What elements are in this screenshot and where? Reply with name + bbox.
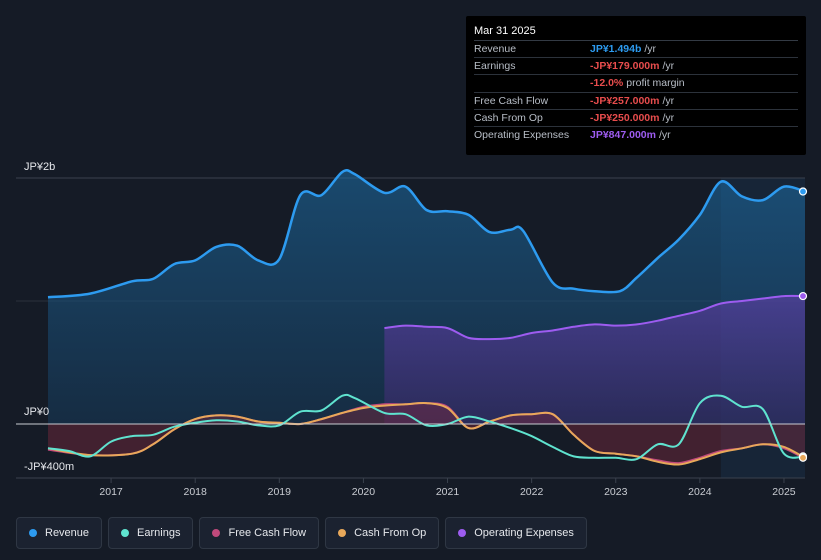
tooltip-value: JP¥847.000m xyxy=(590,128,656,141)
tooltip-value: -JP¥257.000m xyxy=(590,94,660,107)
tooltip-suffix: /yr xyxy=(662,111,675,124)
legend-item-operating-expenses[interactable]: Operating Expenses xyxy=(445,517,587,549)
operating-expenses-dot-icon xyxy=(458,529,467,537)
y-axis-label: -JP¥400m xyxy=(24,461,74,473)
legend-label: Cash From Op xyxy=(354,527,427,539)
tooltip: Mar 31 2025 Revenue JP¥1.494b /yr Earnin… xyxy=(466,16,806,155)
y-axis-label: JP¥2b xyxy=(24,161,55,173)
tooltip-label: Revenue xyxy=(474,43,517,55)
y-axis-labels: JP¥2b JP¥0 -JP¥400m xyxy=(24,161,74,473)
legend-item-earnings[interactable]: Earnings xyxy=(108,517,194,549)
revenue-end-dot xyxy=(798,187,808,196)
tooltip-row-operating-expenses: Operating Expenses JP¥847.000m /yr xyxy=(474,127,798,144)
tooltip-label: Free Cash Flow xyxy=(474,94,549,107)
x-tick-label: 2020 xyxy=(352,486,376,498)
y-axis-label: JP¥0 xyxy=(24,406,49,418)
revenue-dot-icon xyxy=(29,529,37,537)
series-areas xyxy=(48,170,805,464)
x-tick-label: 2025 xyxy=(772,486,796,498)
earnings-dot-icon xyxy=(121,529,130,537)
operating-expenses-line xyxy=(384,294,806,341)
legend-label: Earnings xyxy=(137,527,181,539)
tooltip-suffix: /yr xyxy=(662,94,675,107)
free-cash-flow-area xyxy=(48,403,805,464)
x-tick-label: 2021 xyxy=(436,486,460,498)
tooltip-label xyxy=(474,75,590,91)
tooltip-row-free-cash-flow: Free Cash Flow -JP¥257.000m /yr xyxy=(474,93,798,110)
tooltip-row-cash-from-op: Cash From Op -JP¥250.000m /yr xyxy=(474,110,798,127)
tooltip-row-margin: -12.0% profit margin xyxy=(474,75,798,93)
cash-from-op-dot-icon xyxy=(338,529,347,537)
x-axis-ticks: 2017 2018 2019 2020 2021 2022 2023 2024 2025 xyxy=(99,478,796,498)
free-cash-flow-dot-icon xyxy=(212,529,221,537)
tooltip-row-revenue: Revenue JP¥1.494b /yr xyxy=(474,41,798,59)
legend-item-revenue[interactable]: Revenue xyxy=(16,517,103,549)
legend-label: Operating Expenses xyxy=(474,527,574,539)
tooltip-value: -JP¥179.000m xyxy=(590,60,660,73)
earnings-line xyxy=(47,393,806,461)
legend: Revenue Earnings Free Cash Flow Cash Fro… xyxy=(16,517,587,549)
series-lines xyxy=(47,169,806,466)
tooltip-value: JP¥1.494b xyxy=(590,43,642,55)
tooltip-label: Earnings xyxy=(474,60,516,73)
x-tick-label: 2017 xyxy=(99,486,123,498)
operating-expenses-end-dot xyxy=(798,291,808,301)
cash-from-op-end-dot xyxy=(798,453,808,462)
x-tick-label: 2023 xyxy=(604,486,628,498)
legend-item-cash-from-op[interactable]: Cash From Op xyxy=(325,517,440,549)
legend-label: Revenue xyxy=(45,527,90,539)
revenue-line xyxy=(47,169,806,299)
tooltip-value: -JP¥250.000m xyxy=(590,111,660,124)
tooltip-date: Mar 31 2025 xyxy=(474,24,798,41)
tooltip-suffix: /yr xyxy=(658,128,671,141)
tooltip-suffix: /yr xyxy=(662,60,675,73)
x-tick-label: 2024 xyxy=(688,486,712,498)
tooltip-suffix: /yr xyxy=(644,43,657,55)
operating-expenses-area xyxy=(384,295,805,424)
tooltip-row-earnings: Earnings -JP¥179.000m /yr xyxy=(474,58,798,76)
legend-item-free-cash-flow[interactable]: Free Cash Flow xyxy=(199,517,320,549)
tooltip-suffix: profit margin xyxy=(626,77,685,90)
legend-label: Free Cash Flow xyxy=(228,527,307,539)
tooltip-label: Operating Expenses xyxy=(474,128,570,141)
tooltip-label: Cash From Op xyxy=(474,111,543,124)
x-tick-label: 2018 xyxy=(184,486,208,498)
x-tick-label: 2022 xyxy=(520,486,544,498)
series-end-dots xyxy=(798,187,808,462)
tooltip-value: -12.0% xyxy=(590,77,624,90)
cash-from-op-line xyxy=(47,401,806,466)
x-tick-label: 2019 xyxy=(268,486,292,498)
